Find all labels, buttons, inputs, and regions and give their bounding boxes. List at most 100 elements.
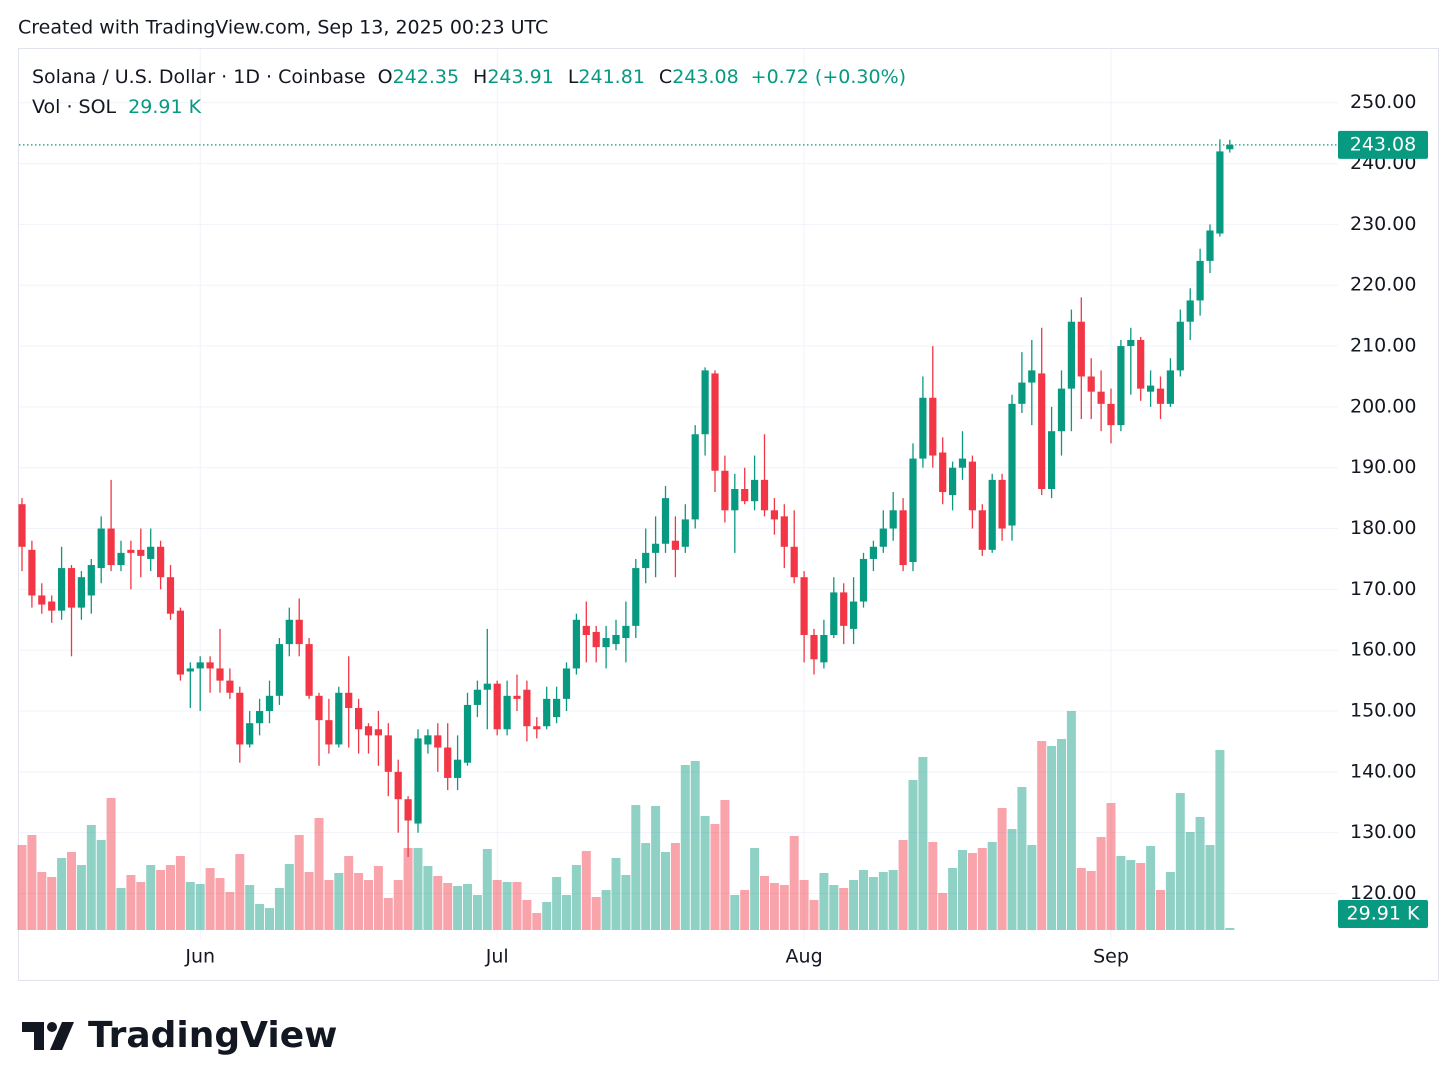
legend-key: C bbox=[659, 66, 672, 88]
candle-body bbox=[1067, 321, 1075, 389]
candle-body bbox=[345, 692, 353, 708]
volume-bar bbox=[552, 877, 562, 930]
candle-body bbox=[117, 552, 125, 566]
volume-bar bbox=[898, 840, 908, 930]
volume-bar bbox=[542, 902, 552, 930]
y-tick-label: 190.00 bbox=[1350, 456, 1416, 478]
candle-body bbox=[800, 577, 808, 635]
volume-bar bbox=[453, 886, 463, 930]
volume-bar bbox=[136, 882, 146, 930]
y-tick-label: 230.00 bbox=[1350, 213, 1416, 235]
candle-body bbox=[176, 610, 184, 675]
candle-body bbox=[18, 504, 26, 547]
volume-bar bbox=[571, 865, 581, 930]
volume-bar bbox=[463, 884, 472, 930]
volume-bar bbox=[789, 836, 799, 930]
volume-bar bbox=[839, 888, 849, 930]
volume-bar bbox=[106, 798, 116, 930]
volume-bar bbox=[1126, 860, 1136, 930]
grid bbox=[19, 49, 1338, 940]
volume-bar bbox=[304, 872, 314, 930]
candles bbox=[18, 139, 1234, 858]
candle-body bbox=[988, 479, 996, 550]
candle-body bbox=[701, 370, 709, 435]
volume-bar bbox=[265, 908, 274, 930]
volume-bar bbox=[116, 888, 126, 930]
volume-bar bbox=[37, 872, 47, 930]
volume-bar bbox=[700, 816, 710, 930]
y-tick-label: 170.00 bbox=[1350, 578, 1416, 600]
candle-body bbox=[226, 680, 234, 693]
volume-bar bbox=[364, 880, 373, 930]
volume-bar bbox=[1225, 928, 1235, 930]
candle-body bbox=[780, 516, 788, 547]
volume-bar bbox=[581, 851, 591, 930]
candle-body bbox=[493, 683, 501, 730]
y-tick-label: 120.00 bbox=[1350, 882, 1416, 904]
volume-bar bbox=[166, 865, 175, 930]
y-tick-label: 220.00 bbox=[1350, 274, 1416, 296]
candle-body bbox=[681, 519, 689, 547]
volume-bar bbox=[255, 904, 265, 930]
volume-bar bbox=[354, 873, 364, 930]
volume-bar bbox=[1047, 746, 1057, 930]
volume-bar bbox=[829, 885, 839, 930]
volume-bar bbox=[47, 877, 57, 930]
legend-value: 242.35 bbox=[393, 66, 459, 88]
candle-body bbox=[642, 552, 650, 569]
candle-body bbox=[622, 625, 630, 639]
volume-bar bbox=[750, 848, 760, 930]
candle-body bbox=[186, 668, 194, 672]
volume-bar bbox=[819, 873, 829, 930]
candle-body bbox=[463, 704, 472, 763]
volume-bar bbox=[928, 842, 938, 930]
y-tick-label: 200.00 bbox=[1350, 395, 1416, 417]
volume-bar bbox=[651, 806, 661, 930]
candle-body bbox=[444, 747, 452, 778]
candle-body bbox=[216, 668, 224, 681]
volume-bar bbox=[1175, 793, 1185, 930]
candle-body bbox=[879, 528, 887, 547]
candle-body bbox=[1057, 388, 1066, 432]
legend-key: L bbox=[568, 66, 579, 88]
y-tick-label: 180.00 bbox=[1350, 517, 1416, 539]
candle-body bbox=[414, 738, 422, 824]
candle-body bbox=[1077, 321, 1085, 377]
volume-bar bbox=[274, 888, 284, 930]
axes: 120.00 130.00 140.00 150.00 160.00 170.00 180.… bbox=[19, 91, 1428, 968]
logo-text: TradingView bbox=[88, 1015, 337, 1056]
volume-bar bbox=[512, 882, 522, 930]
volume-bar bbox=[205, 868, 215, 930]
candle-body bbox=[1147, 385, 1155, 392]
legend-value: 243.91 bbox=[487, 66, 553, 88]
candle-body bbox=[483, 683, 491, 690]
volume-bar bbox=[888, 870, 898, 930]
candle-body bbox=[355, 707, 363, 730]
candle-body bbox=[315, 695, 323, 721]
volume-value: 29.91 K bbox=[128, 96, 201, 118]
volume-bar bbox=[908, 780, 918, 930]
candle-body bbox=[58, 568, 66, 611]
y-tick-label: 160.00 bbox=[1350, 639, 1416, 661]
volume-bar bbox=[344, 856, 354, 930]
candle-body bbox=[949, 467, 957, 496]
candle-body bbox=[850, 601, 858, 629]
volume-bar bbox=[611, 858, 621, 930]
last-price-badge bbox=[1338, 130, 1428, 159]
candle-body bbox=[127, 549, 135, 553]
candle-body bbox=[711, 373, 719, 471]
x-tick-label: Sep bbox=[1093, 946, 1129, 968]
volume-bar bbox=[1106, 803, 1116, 930]
candle-body bbox=[1127, 339, 1135, 347]
candle-body bbox=[1107, 403, 1115, 426]
candle-body bbox=[434, 735, 442, 748]
volume-bar bbox=[1027, 845, 1037, 930]
candle-body bbox=[533, 726, 541, 730]
volume-bar bbox=[403, 848, 413, 930]
candle-body bbox=[325, 720, 333, 745]
created-note: Created with TradingView.com, Sep 13, 20… bbox=[18, 17, 548, 39]
candle-body bbox=[166, 577, 175, 614]
legend-row: Solana / U.S. Dollar · 1D · Coinbase O242… bbox=[32, 66, 906, 88]
